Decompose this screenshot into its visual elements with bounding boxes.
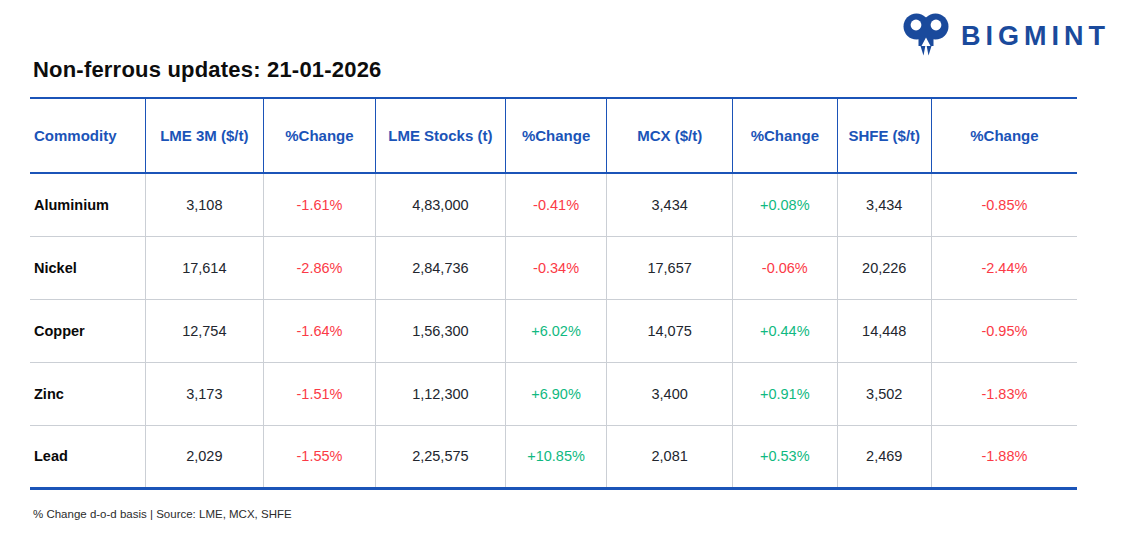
commodity-name: Zinc: [30, 362, 145, 425]
lme-3m-change: -1.64%: [263, 299, 375, 362]
page-title: Non-ferrous updates: 21-01-2026: [33, 57, 382, 83]
report-page: BIGMINT Non-ferrous updates: 21-01-2026 …: [0, 0, 1126, 556]
mcx-change: +0.44%: [732, 299, 837, 362]
table-row: Copper 12,754 -1.64% 1,56,300 +6.02% 14,…: [30, 299, 1077, 362]
lme-3m-value: 3,173: [145, 362, 263, 425]
shfe-value: 2,469: [837, 425, 931, 488]
shfe-change: -1.83%: [931, 362, 1077, 425]
lme-stocks-value: 1,12,300: [375, 362, 505, 425]
col-header-mcx: MCX ($/t): [607, 98, 733, 173]
commodity-name: Copper: [30, 299, 145, 362]
col-header-lme-3m: LME 3M ($/t): [145, 98, 263, 173]
mcx-value: 3,434: [607, 173, 733, 236]
mcx-value: 2,081: [607, 425, 733, 488]
col-header-lme-stocks-change: %Change: [505, 98, 607, 173]
footnote: % Change d-o-d basis | Source: LME, MCX,…: [33, 508, 292, 520]
shfe-change: -0.95%: [931, 299, 1077, 362]
lme-3m-change: -1.51%: [263, 362, 375, 425]
lme-stocks-change: +10.85%: [505, 425, 607, 488]
mcx-value: 17,657: [607, 236, 733, 299]
mcx-change: -0.06%: [732, 236, 837, 299]
col-header-lme-3m-change: %Change: [263, 98, 375, 173]
lme-stocks-change: -0.34%: [505, 236, 607, 299]
mcx-change: +0.91%: [732, 362, 837, 425]
lme-stocks-value: 1,56,300: [375, 299, 505, 362]
table-row: Lead 2,029 -1.55% 2,25,575 +10.85% 2,081…: [30, 425, 1077, 488]
shfe-change: -0.85%: [931, 173, 1077, 236]
table-header-row: Commodity LME 3M ($/t) %Change LME Stock…: [30, 98, 1077, 173]
mcx-value: 14,075: [607, 299, 733, 362]
commodity-name: Nickel: [30, 236, 145, 299]
lme-3m-change: -1.61%: [263, 173, 375, 236]
shfe-change: -1.88%: [931, 425, 1077, 488]
col-header-shfe: SHFE ($/t): [837, 98, 931, 173]
bigmint-monogram-icon: [901, 12, 951, 60]
bigmint-logo: BIGMINT: [901, 12, 1110, 60]
table-body: Aluminium 3,108 -1.61% 4,83,000 -0.41% 3…: [30, 173, 1077, 488]
lme-3m-change: -2.86%: [263, 236, 375, 299]
mcx-change: +0.08%: [732, 173, 837, 236]
lme-3m-value: 2,029: [145, 425, 263, 488]
lme-3m-value: 17,614: [145, 236, 263, 299]
commodity-name: Lead: [30, 425, 145, 488]
lme-3m-value: 3,108: [145, 173, 263, 236]
col-header-mcx-change: %Change: [732, 98, 837, 173]
commodity-table-wrap: Commodity LME 3M ($/t) %Change LME Stock…: [30, 97, 1077, 490]
table-row: Aluminium 3,108 -1.61% 4,83,000 -0.41% 3…: [30, 173, 1077, 236]
mcx-value: 3,400: [607, 362, 733, 425]
shfe-value: 3,434: [837, 173, 931, 236]
shfe-value: 3,502: [837, 362, 931, 425]
col-header-shfe-change: %Change: [931, 98, 1077, 173]
shfe-change: -2.44%: [931, 236, 1077, 299]
lme-3m-change: -1.55%: [263, 425, 375, 488]
table-row: Zinc 3,173 -1.51% 1,12,300 +6.90% 3,400 …: [30, 362, 1077, 425]
mcx-change: +0.53%: [732, 425, 837, 488]
table-row: Nickel 17,614 -2.86% 2,84,736 -0.34% 17,…: [30, 236, 1077, 299]
lme-stocks-change: -0.41%: [505, 173, 607, 236]
bigmint-wordmark: BIGMINT: [961, 23, 1110, 50]
lme-stocks-change: +6.90%: [505, 362, 607, 425]
lme-stocks-value: 2,25,575: [375, 425, 505, 488]
commodity-table: Commodity LME 3M ($/t) %Change LME Stock…: [30, 97, 1077, 490]
lme-3m-value: 12,754: [145, 299, 263, 362]
col-header-commodity: Commodity: [30, 98, 145, 173]
shfe-value: 14,448: [837, 299, 931, 362]
commodity-name: Aluminium: [30, 173, 145, 236]
lme-stocks-change: +6.02%: [505, 299, 607, 362]
col-header-lme-stocks: LME Stocks (t): [375, 98, 505, 173]
lme-stocks-value: 4,83,000: [375, 173, 505, 236]
lme-stocks-value: 2,84,736: [375, 236, 505, 299]
shfe-value: 20,226: [837, 236, 931, 299]
